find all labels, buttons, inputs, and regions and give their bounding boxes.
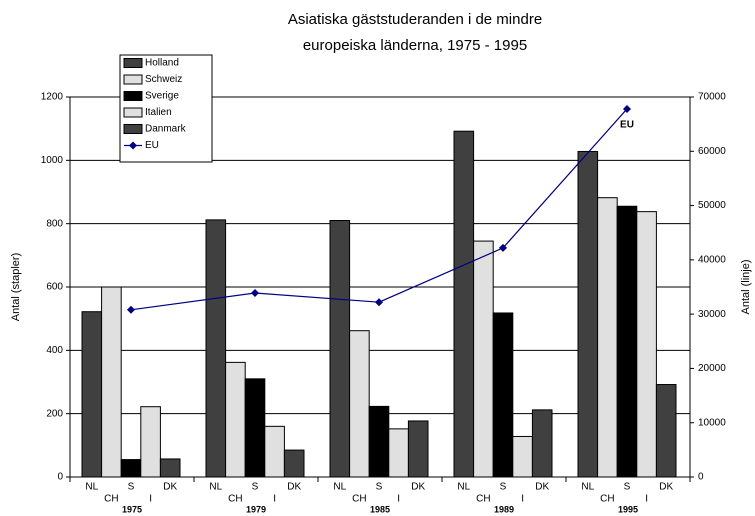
y2-tick-label: 0 [698,472,704,483]
bar [368,405,390,478]
bar [388,428,409,478]
bar-label: S [624,482,631,493]
line-marker [623,104,631,113]
x-category-label: 1979 [246,504,266,514]
bar [264,425,285,478]
line-marker [251,288,259,297]
bar-label: I [149,494,152,505]
bar-label: DK [287,482,301,493]
bar-label: S [252,482,259,493]
y2-tick-label: 30000 [698,309,726,320]
legend-label: EU [145,140,159,151]
legend-label: Italien [145,107,172,118]
bar-label: I [521,494,524,505]
y-tick-label: 200 [46,408,63,419]
bar-label: I [645,494,648,505]
y2-tick-label: 60000 [698,146,726,157]
bar [636,211,657,478]
bar [205,219,227,478]
y-tick-label: 0 [57,472,63,483]
bar-label: NL [457,482,470,493]
bar-label: I [397,494,400,505]
bar [512,435,533,478]
legend-swatch [123,124,143,134]
bar-label: DK [163,482,177,493]
bar-label: DK [659,482,673,493]
bar-label: S [500,482,507,493]
bar-label: DK [535,482,549,493]
bar [597,197,618,478]
y-tick-label: 1200 [41,92,64,103]
bar [101,286,122,478]
y2-tick-label: 10000 [698,417,726,428]
chart-title: Asiatiska gäststuderanden i de mindre [288,11,542,28]
bar [329,220,351,478]
x-category-label: 1989 [494,504,514,514]
y2-axis-label: Antal (linje) [740,259,752,314]
bar [120,459,142,478]
bar [225,361,246,478]
legend-label: Holland [145,58,179,69]
x-category-label: 1995 [618,504,638,514]
bar-label: NL [209,482,222,493]
bar-label: CH [352,494,366,505]
legend-swatch [123,74,143,85]
y-tick-label: 400 [46,345,63,356]
legend-swatch [123,91,143,101]
bar [473,240,494,478]
bar [531,409,553,478]
bar [655,384,677,478]
bar-label: S [376,482,383,493]
x-category-label: 1975 [122,504,142,514]
bar [283,449,305,478]
legend-label: Danmark [145,124,187,135]
annotation: EU [620,120,634,131]
bar-label: DK [411,482,425,493]
bar [577,150,599,478]
bar-label: CH [228,494,242,505]
bar [453,130,475,478]
y2-tick-label: 20000 [698,363,726,374]
x-category-label: 1985 [370,504,390,514]
line-marker [375,298,383,307]
chart-title: europeiska länderna, 1975 - 1995 [303,37,527,54]
legend-swatch [123,58,143,68]
bar [616,205,638,478]
y-tick-label: 800 [46,218,63,229]
bar [81,311,103,478]
bar [349,330,370,478]
bar-label: NL [85,482,98,493]
bar-label: CH [476,494,490,505]
bar [492,312,514,478]
line-marker [499,243,507,252]
y2-tick-label: 70000 [698,92,726,103]
bar-label: CH [104,494,118,505]
legend-label: Sverige [145,91,179,102]
bar-label: NL [581,482,594,493]
y-tick-label: 1000 [41,155,64,166]
bar [159,458,181,478]
line-marker [127,305,135,314]
y-tick-label: 600 [46,282,63,293]
bar [407,420,429,478]
y2-tick-label: 40000 [698,254,726,265]
y2-tick-label: 50000 [698,200,726,211]
bar-label: CH [600,494,614,505]
bar-label: I [273,494,276,505]
legend-label: Schweiz [145,74,182,85]
legend-swatch [123,107,143,118]
bar-label: S [128,482,135,493]
bar-label: NL [333,482,346,493]
y-axis-label: Antal (stapler) [10,253,22,321]
legend-marker [129,141,137,150]
bar [244,378,266,478]
bar [140,406,161,478]
